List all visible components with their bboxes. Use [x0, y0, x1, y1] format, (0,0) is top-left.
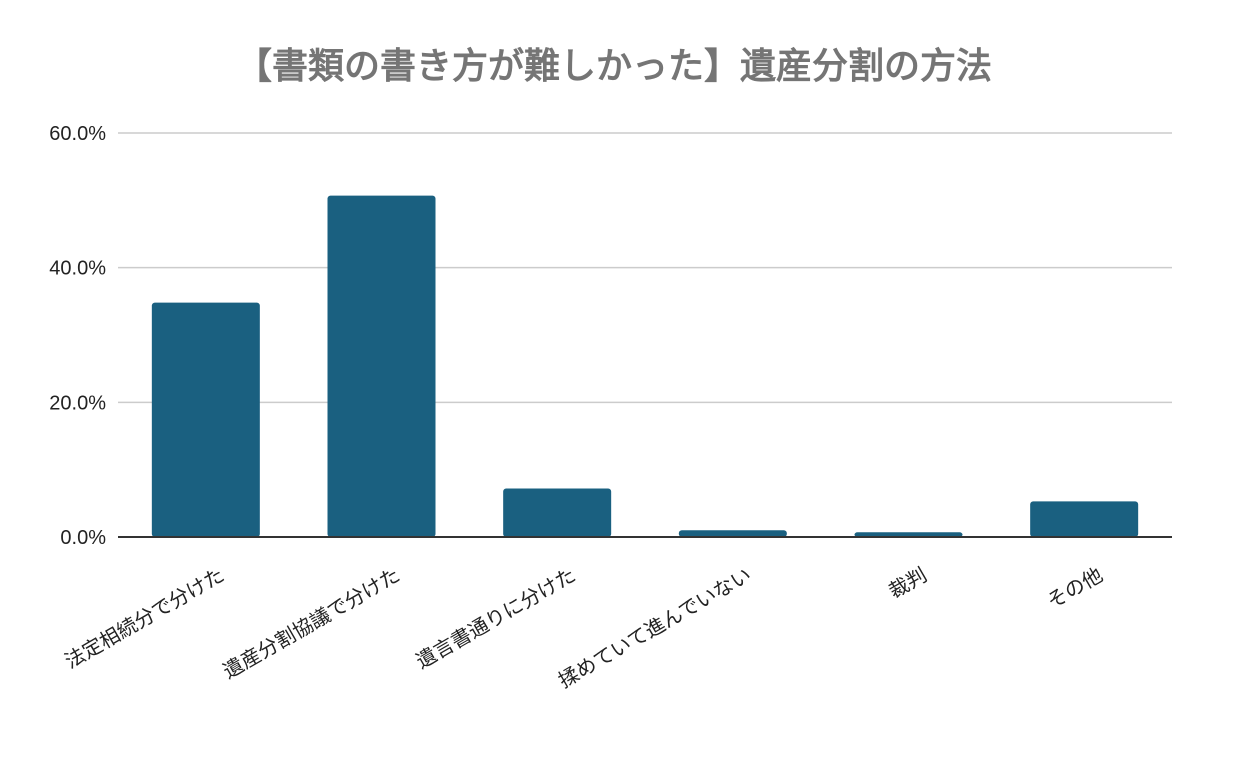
- x-category-label: 遺言書通りに分けた: [412, 563, 580, 674]
- bar: [503, 488, 612, 537]
- bar: [678, 530, 787, 537]
- gridlines: [118, 132, 1172, 404]
- bar: [151, 302, 260, 537]
- x-category-label: 揉めていて進んでいない: [554, 563, 755, 693]
- chart-title: 【書類の書き方が難しかった】遺産分割の方法: [236, 46, 992, 87]
- y-tick-label: 40.0%: [49, 258, 106, 280]
- bars: [151, 195, 1139, 537]
- x-category-label: 裁判: [884, 563, 931, 604]
- y-tick-label: 20.0%: [49, 392, 106, 414]
- y-tick-label: 0.0%: [60, 527, 106, 549]
- x-category-label: 遺産分割協議で分けた: [219, 563, 404, 684]
- y-tick-label: 60.0%: [49, 123, 106, 145]
- y-axis-ticks: 0.0% 20.0% 40.0% 60.0%: [49, 123, 106, 549]
- x-category-label: 法定相続分で分けた: [60, 563, 228, 674]
- bar: [854, 532, 963, 537]
- bar: [327, 195, 436, 537]
- x-category-label: その他: [1043, 563, 1107, 614]
- bar: [1030, 501, 1139, 537]
